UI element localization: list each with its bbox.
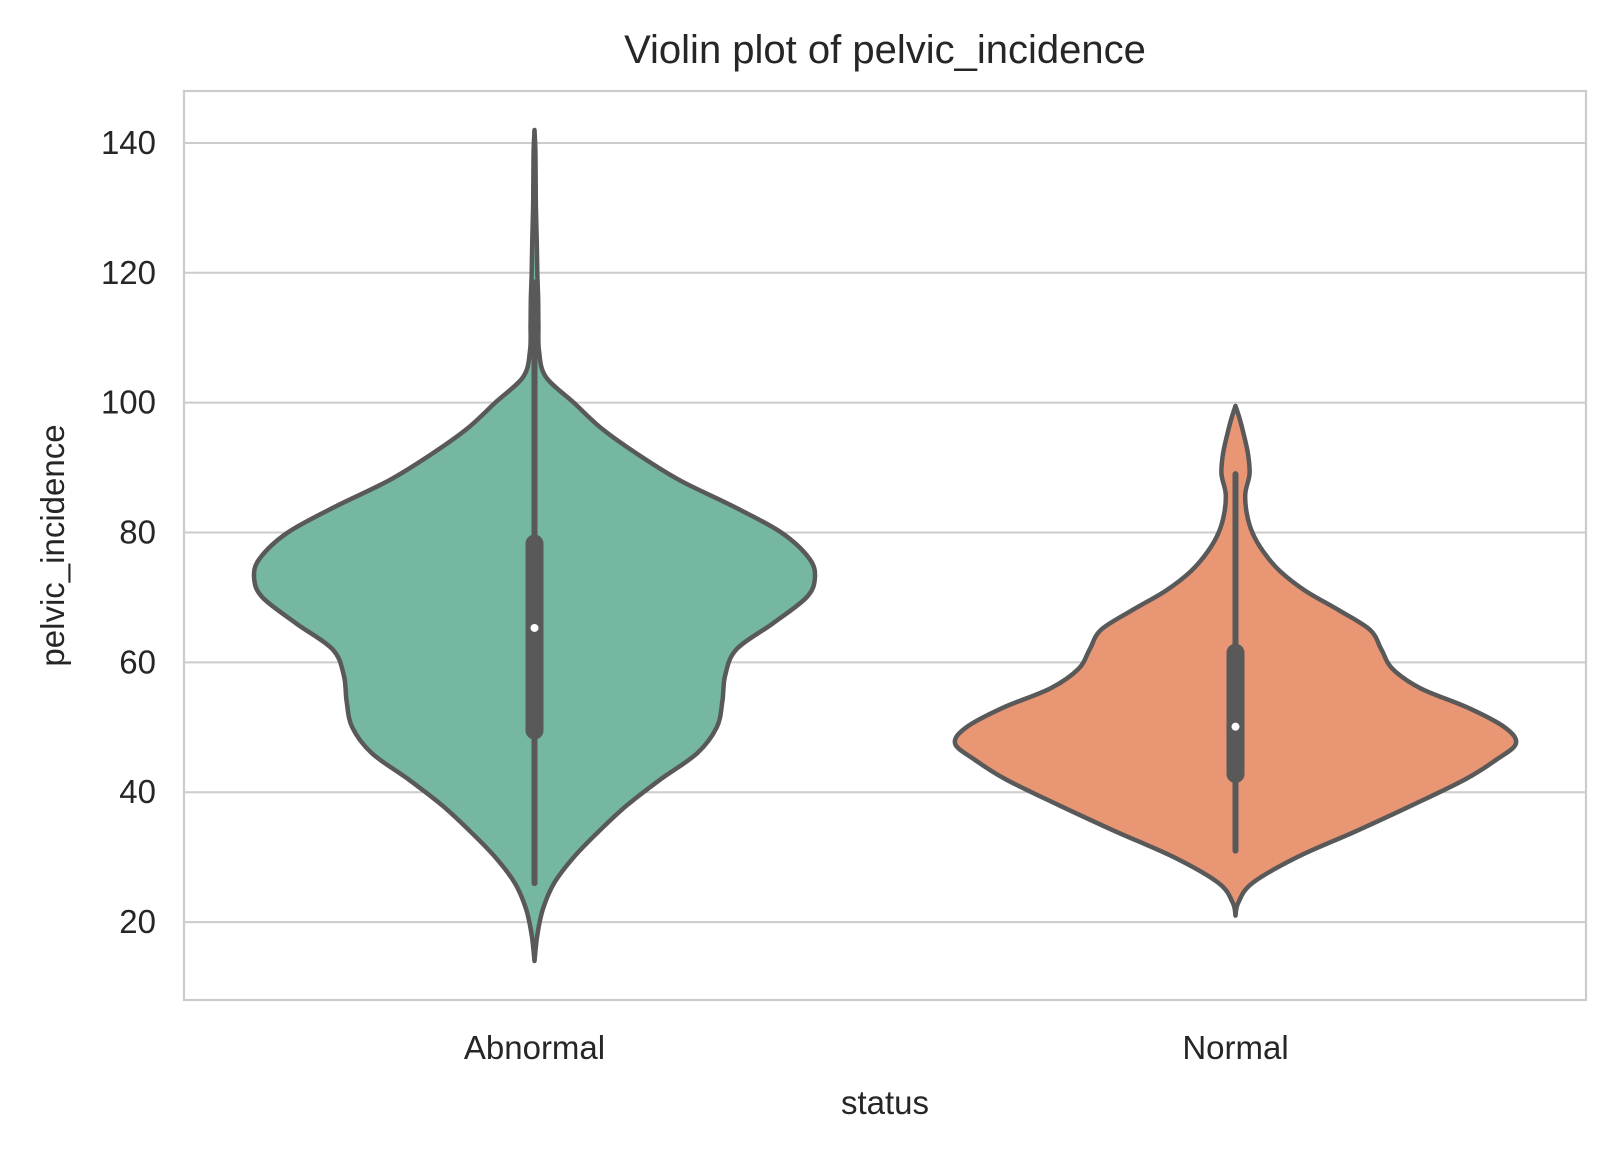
x-axis-label: status xyxy=(841,1084,929,1121)
plot-frame xyxy=(182,89,1588,1002)
x-tick-labels: Abnormal Normal xyxy=(464,1029,1289,1066)
violins xyxy=(251,127,1519,964)
y-tick-labels: 20 40 60 80 100 120 140 xyxy=(101,124,156,940)
x-tick-label-normal: Normal xyxy=(1182,1029,1288,1066)
y-tick-label: 40 xyxy=(119,773,156,810)
chart-title: Violin plot of pelvic_incidence xyxy=(624,28,1146,72)
y-tick-label: 100 xyxy=(101,384,156,421)
x-tick-label-abnormal: Abnormal xyxy=(464,1029,605,1066)
y-axis-label: pelvic_incidence xyxy=(34,424,71,666)
median-dot-abnormal xyxy=(530,623,539,632)
y-tick-label: 60 xyxy=(119,643,156,680)
median-dot-normal xyxy=(1231,722,1240,731)
y-tick-label: 120 xyxy=(101,254,156,291)
y-tick-label: 20 xyxy=(119,903,156,940)
y-tick-label: 80 xyxy=(119,514,156,551)
y-tick-label: 140 xyxy=(101,124,156,161)
